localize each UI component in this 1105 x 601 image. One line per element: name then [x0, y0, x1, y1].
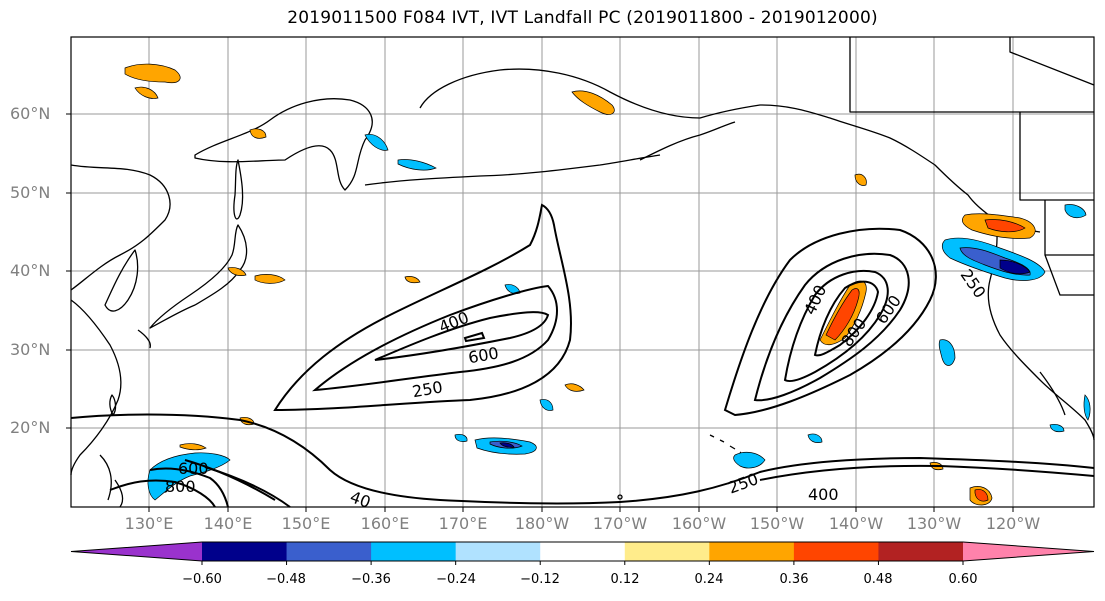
colorbar-swatch: [624, 542, 710, 561]
lon-label: 150°W: [749, 514, 805, 533]
lat-label: 40°N: [10, 261, 51, 280]
colorbar-tick-label: −0.24: [436, 572, 476, 587]
map-frame-bg: [71, 37, 1094, 507]
lat-label: 60°N: [10, 104, 51, 123]
colorbar-tick-label: −0.12: [520, 572, 560, 587]
ivt-anomaly-shading: [124, 63, 1091, 506]
colorbar-tick-label: 0.36: [779, 572, 809, 587]
lat-label: 50°N: [10, 183, 51, 202]
contour-label: 600: [178, 459, 209, 478]
colorbar-extension-low: [71, 542, 202, 561]
colorbar-extension-high: [963, 542, 1094, 561]
colorbar-swatch: [540, 542, 626, 561]
colorbar-tick-label: −0.36: [351, 572, 391, 587]
lat-label: 20°N: [10, 418, 51, 437]
colorbar: [70, 541, 1095, 565]
lon-label: 170°W: [592, 514, 648, 533]
colorbar-swatch: [455, 542, 541, 561]
colorbar-swatch: [371, 542, 457, 561]
map-title: 2019011500 F084 IVT, IVT Landfall PC (20…: [287, 8, 878, 28]
colorbar-tick-label: 0.48: [863, 572, 893, 587]
lon-label: 130°W: [906, 514, 962, 533]
axis-ticks: [66, 113, 1014, 512]
map-frame-border: [70, 36, 1095, 508]
lon-label: 160°W: [671, 514, 727, 533]
colorbar-swatch: [878, 542, 964, 561]
lon-label: 160°E: [360, 514, 410, 533]
lon-label: 170°E: [438, 514, 488, 533]
colorbar-tick-label: 0.12: [610, 572, 640, 587]
colorbar-swatch: [793, 542, 879, 561]
lon-label: 150°E: [281, 514, 331, 533]
colorbar-swatch: [286, 542, 372, 561]
lon-label: 140°E: [203, 514, 253, 533]
lon-label: 120°W: [985, 514, 1041, 533]
colorbar-tick-label: −0.60: [182, 572, 222, 587]
lon-label: 140°W: [828, 514, 884, 533]
colorbar-swatch: [709, 542, 795, 561]
colorbar-tick-label: 0.24: [694, 572, 724, 587]
colorbar-swatch: [202, 542, 288, 561]
contour-label: 800: [165, 477, 196, 496]
ivt-contours: [70, 203, 1095, 508]
gridlines: [71, 37, 1094, 507]
lat-label: 30°N: [10, 340, 51, 359]
lon-label: 180°W: [514, 514, 570, 533]
colorbar-tick-label: 0.60: [948, 572, 978, 587]
lon-label: 130°E: [124, 514, 174, 533]
colorbar-tick-label: −0.48: [266, 572, 306, 587]
contour-label: 400: [808, 485, 839, 504]
